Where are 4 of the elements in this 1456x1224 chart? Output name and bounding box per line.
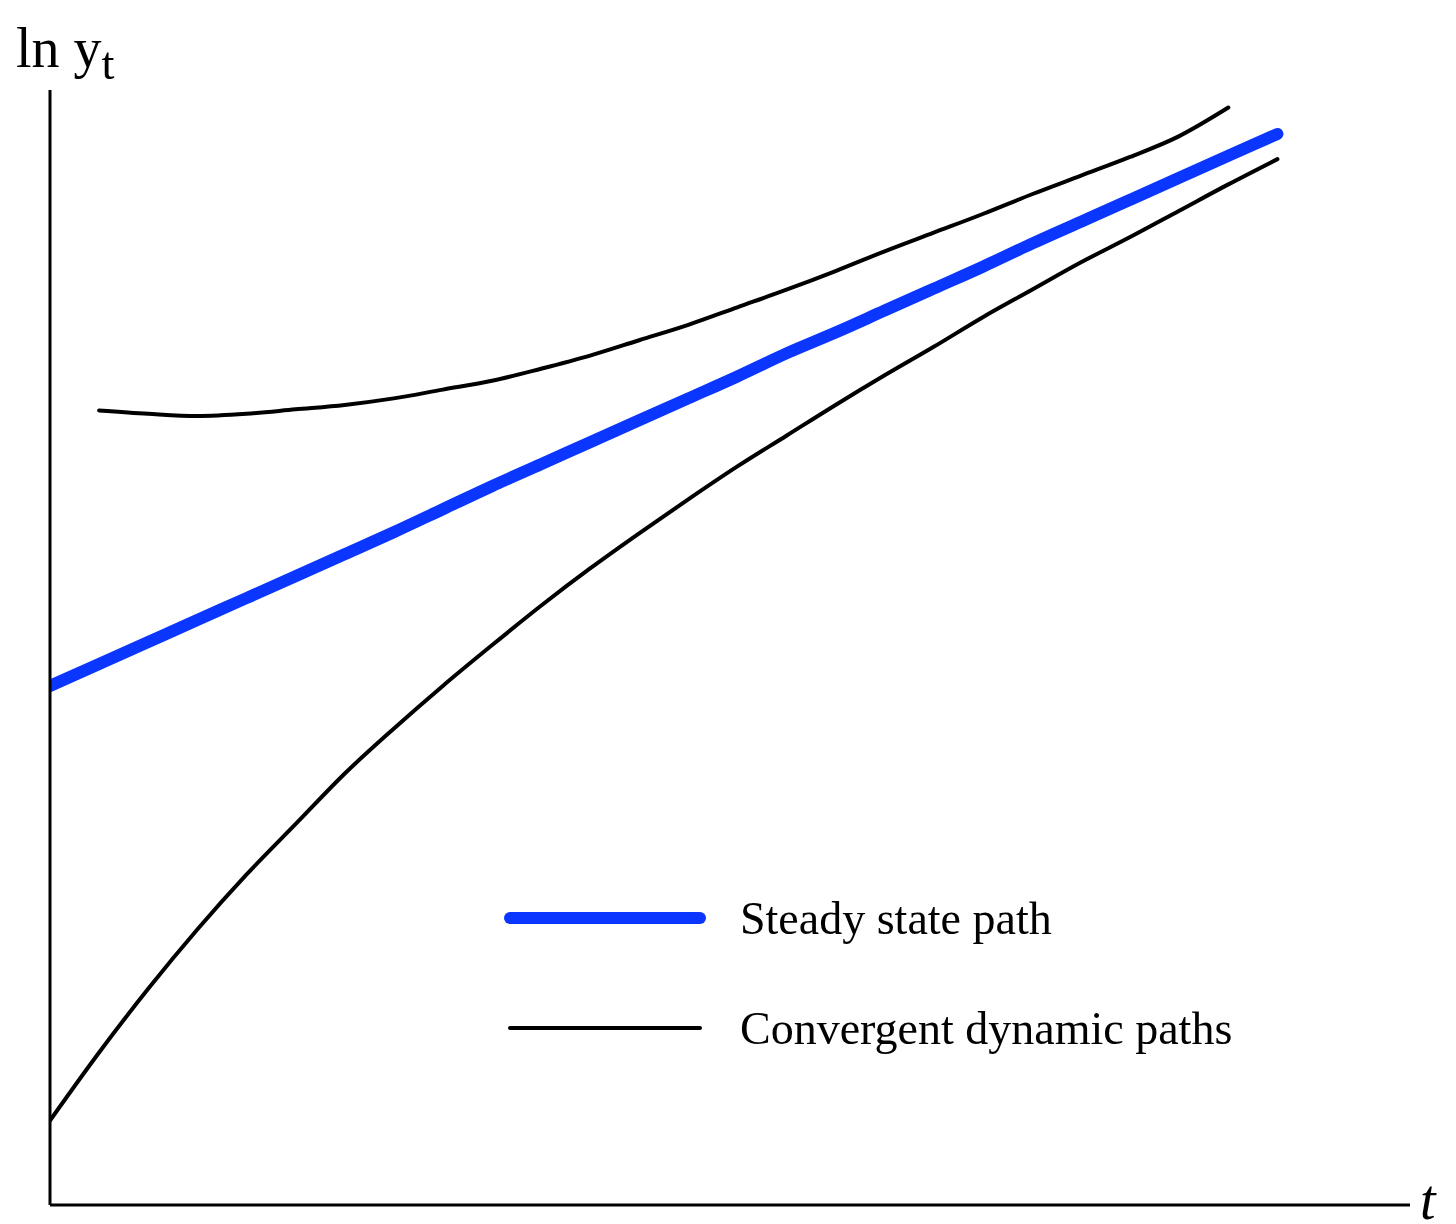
legend-label: Steady state path bbox=[740, 891, 1052, 945]
legend-label: Convergent dynamic paths bbox=[740, 1001, 1233, 1055]
x-axis-title: t bbox=[1420, 1168, 1436, 1224]
y-axis-title: ln y$_{t}$ bbox=[16, 16, 115, 92]
